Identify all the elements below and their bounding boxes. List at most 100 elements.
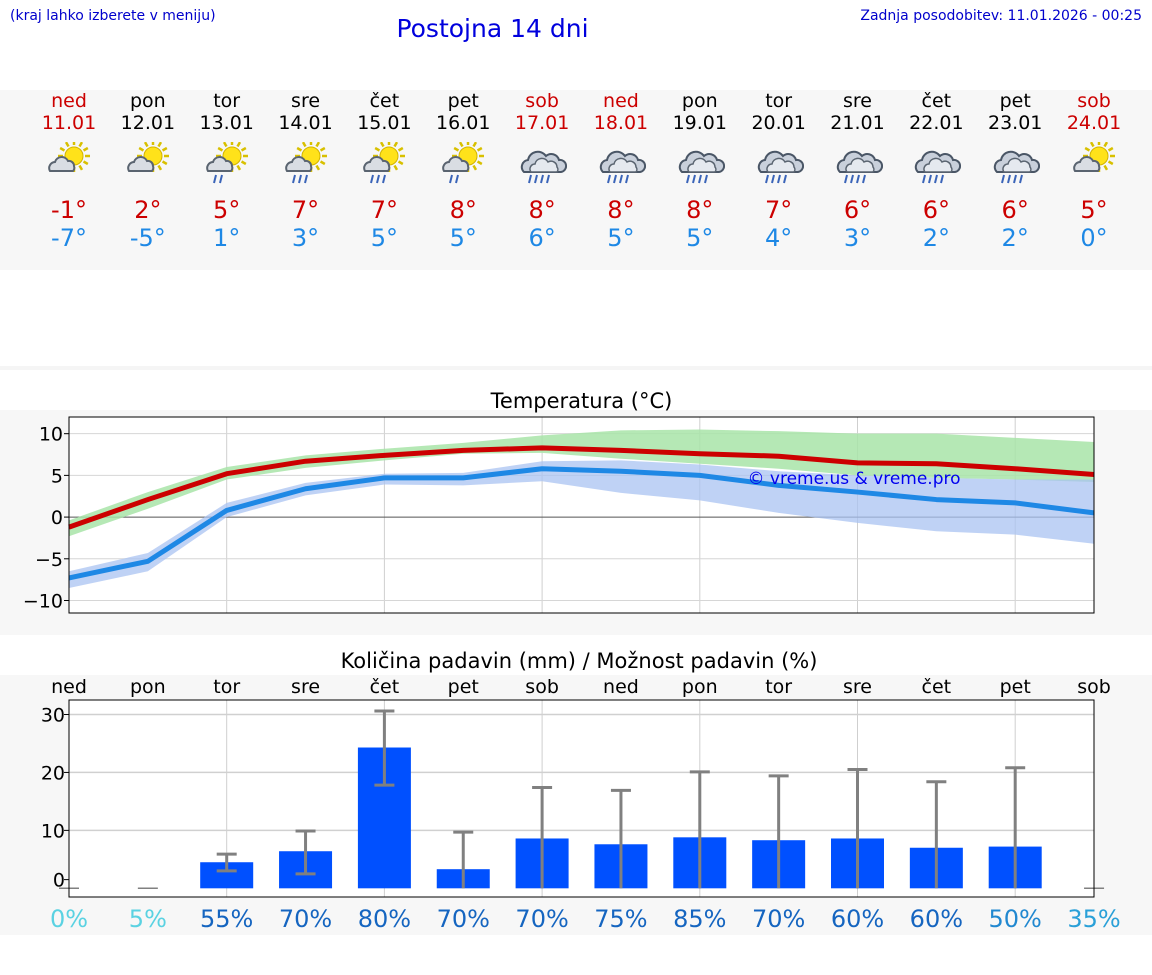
day-name: sre — [843, 90, 872, 112]
temp-max: 6° — [922, 196, 950, 224]
category-label: pet — [448, 676, 479, 698]
category-label: sob — [1077, 676, 1111, 698]
day-name: pet — [447, 90, 479, 112]
day-date: 12.01 — [120, 112, 176, 134]
temp-max: 6° — [1001, 196, 1029, 224]
max-temp-line — [68, 445, 1095, 530]
sun-cloud-rain-icon — [284, 142, 327, 184]
last-updated: Zadnja posodobitev: 11.01.2026 - 00:25 — [860, 8, 1142, 24]
precip-probability: 60% — [910, 905, 963, 933]
temp-max: 8° — [528, 196, 556, 224]
day-name: čet — [369, 90, 400, 112]
cloud-rain-icon — [915, 150, 962, 184]
precipitation-chart-title: Količina padavin (mm) / Možnost padavin … — [341, 649, 818, 673]
temp-max: 8° — [607, 196, 635, 224]
temp-max: 8° — [449, 196, 477, 224]
temp-max: 7° — [370, 196, 399, 224]
location-hint: (kraj lahko izberete v meniju) — [10, 8, 216, 24]
precip-probability: 70% — [752, 905, 805, 933]
day-name: sre — [291, 90, 321, 112]
day-name: tor — [765, 90, 793, 112]
day-date: 16.01 — [436, 112, 491, 134]
cloud-rain-icon — [836, 150, 883, 184]
day-name: tor — [213, 90, 241, 112]
day-date: 23.01 — [987, 112, 1043, 134]
daily-forecast-panel: ned 11.01 -1° -7° pon 12.01 2° -5° tor 13.01 5° 1° s… — [0, 90, 1152, 270]
precip-probability: 70% — [437, 905, 490, 933]
y-tick-label: 20 — [41, 762, 65, 784]
precip-probability: 80% — [358, 905, 411, 933]
category-label: pet — [1000, 676, 1031, 698]
category-label: čet — [370, 676, 400, 698]
category-label: tor — [213, 676, 240, 698]
temp-max: 5° — [1080, 196, 1108, 224]
category-label: tor — [765, 676, 792, 698]
day-date: 20.01 — [751, 112, 806, 134]
y-tick-label: 30 — [41, 704, 65, 726]
precip-probability: 75% — [594, 905, 647, 933]
sun-cloud-light-rain-icon — [442, 142, 485, 184]
day-date: 13.01 — [199, 112, 254, 134]
temp-min: 5° — [607, 224, 635, 252]
day-column: pon 19.01 8° 5° — [660, 90, 740, 252]
day-column: sob 24.01 5° 0° — [1054, 90, 1134, 252]
temp-min: -7° — [51, 224, 87, 252]
day-column: sre 21.01 6° 3° — [818, 90, 898, 252]
day-column: sre 14.01 7° 3° — [266, 90, 346, 252]
temp-min: 2° — [922, 224, 950, 252]
day-column: pet 16.01 8° 5° — [423, 90, 503, 252]
temp-min: 0° — [1080, 224, 1108, 252]
precip-probability: 50% — [989, 905, 1042, 933]
precip-probability: 35% — [1067, 905, 1120, 933]
category-label: pon — [682, 676, 718, 698]
category-label: ned — [603, 676, 639, 698]
y-tick-label: −5 — [35, 549, 63, 571]
temp-max: 8° — [686, 196, 714, 224]
category-label: sob — [525, 676, 559, 698]
day-column: sob 17.01 8° 6° — [502, 90, 582, 252]
temperature-chart-title: Temperatura (°C) — [490, 389, 673, 413]
category-label: pon — [130, 676, 166, 698]
day-name: pon — [129, 90, 166, 112]
day-date: 22.01 — [909, 112, 964, 134]
temp-max: 5° — [213, 196, 241, 224]
temp-min: 2° — [1001, 224, 1029, 252]
temp-min: -5° — [129, 224, 166, 252]
y-tick-label: 5 — [51, 465, 63, 487]
cloud-rain-icon — [599, 150, 646, 184]
sun-cloud-light-rain-icon — [205, 142, 248, 184]
category-label: sre — [843, 676, 872, 698]
temp-min: 3° — [843, 224, 872, 252]
day-column: čet 22.01 6° 2° — [896, 90, 976, 252]
precip-probability: 70% — [279, 905, 332, 933]
temp-max: -1° — [51, 196, 87, 224]
cloud-rain-icon — [757, 150, 804, 184]
day-date: 11.01 — [41, 112, 97, 134]
day-date: 19.01 — [672, 112, 727, 134]
day-name: ned — [603, 90, 639, 112]
cloud-rain-icon — [994, 150, 1041, 184]
day-date: 18.01 — [593, 112, 649, 134]
day-date: 14.01 — [278, 112, 333, 134]
precip-probability: 55% — [200, 905, 253, 933]
day-date: 15.01 — [357, 112, 412, 134]
y-tick-label: 10 — [39, 424, 63, 446]
temp-min: 3° — [291, 224, 320, 252]
temp-min: 5° — [449, 224, 477, 252]
category-label: sre — [291, 676, 320, 698]
day-date: 24.01 — [1066, 112, 1122, 134]
page-title: Postojna 14 dni — [396, 14, 589, 43]
temp-max: 6° — [843, 196, 872, 224]
temp-min: 1° — [213, 224, 241, 252]
category-label: ned — [51, 676, 87, 698]
sun-cloud-icon — [127, 142, 169, 172]
day-column: pon 12.01 2° -5° — [108, 90, 188, 252]
precip-probability: 5% — [129, 905, 167, 933]
temp-min: 6° — [528, 224, 556, 252]
min-temp-line — [68, 466, 1095, 581]
temp-min: 5° — [686, 224, 714, 252]
day-name: ned — [51, 90, 87, 112]
precip-probability: 70% — [515, 905, 568, 933]
day-date: 21.01 — [830, 112, 885, 134]
precip-probability: 60% — [831, 905, 884, 933]
